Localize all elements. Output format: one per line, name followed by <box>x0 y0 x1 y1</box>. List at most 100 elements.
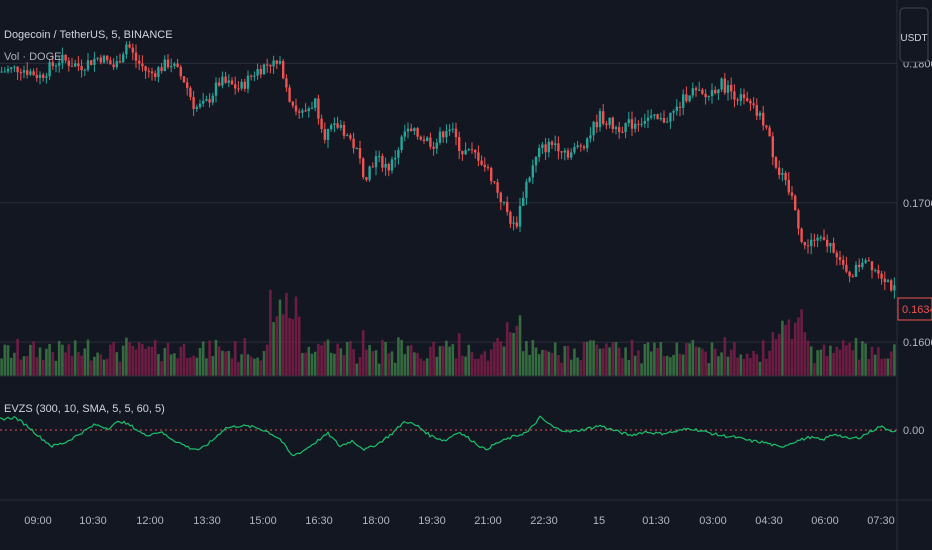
candle-body <box>304 110 307 112</box>
volume-bar <box>51 351 55 376</box>
volume-bar <box>339 348 343 376</box>
candle-body <box>285 78 288 88</box>
volume-bar <box>64 352 67 376</box>
volume-bar <box>256 357 259 376</box>
candle-body <box>266 64 269 66</box>
candle-body <box>240 81 243 89</box>
candle-body <box>61 54 64 63</box>
volume-bar <box>729 349 733 376</box>
candle-body <box>624 123 627 133</box>
volume-bar <box>733 342 736 376</box>
candle-body <box>746 98 749 101</box>
volume-bar <box>630 339 634 376</box>
symbol-title[interactable]: Dogecoin / TetherUS, 5, BINANCE <box>4 29 173 41</box>
candle-body <box>854 264 858 277</box>
candle-body <box>35 75 38 78</box>
candle-body <box>413 128 416 132</box>
candle-body <box>253 75 256 77</box>
candle-body <box>86 60 90 70</box>
oscillator-line <box>0 415 897 457</box>
volume-bar <box>169 354 173 376</box>
volume-bar <box>589 340 592 376</box>
volume-bar <box>845 345 848 376</box>
volume-bar <box>745 353 749 376</box>
volume-bar <box>448 346 451 376</box>
candle-body <box>394 157 397 160</box>
volume-bar <box>384 342 387 376</box>
volume-bar <box>349 340 352 376</box>
candle-body <box>883 278 886 283</box>
candle-body <box>816 237 819 241</box>
candle-body <box>589 135 592 139</box>
candle-body <box>499 192 502 202</box>
candle-body <box>310 107 314 109</box>
volume-bar <box>547 351 551 376</box>
volume-bar <box>217 346 221 376</box>
candle-body <box>365 177 368 180</box>
volume-bar <box>25 356 29 376</box>
candle-body <box>368 166 371 180</box>
volume-label[interactable]: Vol · DOGE <box>4 51 61 63</box>
volume-bar <box>617 347 621 376</box>
candle-body <box>6 68 10 72</box>
candle-body <box>576 145 579 147</box>
candle-body <box>794 195 797 211</box>
volume-bar <box>406 345 410 376</box>
candle-body <box>646 117 650 121</box>
candlestick-series <box>0 40 896 299</box>
volume-bar <box>822 344 826 376</box>
volume-bar <box>397 337 400 376</box>
candle-body <box>864 260 867 263</box>
volume-bar <box>640 363 643 376</box>
candle-body <box>170 66 173 68</box>
volume-bar <box>873 354 877 376</box>
price-axis-tick: 0.17000 <box>903 198 932 210</box>
candle-body <box>378 156 381 158</box>
volume-bar <box>272 322 275 376</box>
candle-body <box>429 137 432 147</box>
volume-bar <box>381 339 384 376</box>
candle-body <box>179 66 182 77</box>
candle-body <box>202 100 205 104</box>
volume-bar <box>534 347 538 376</box>
candle-body <box>518 205 522 227</box>
volume-bar <box>633 355 637 376</box>
candle-body <box>755 105 758 116</box>
candle-body <box>675 106 678 111</box>
candle-body <box>410 128 413 132</box>
candle-body <box>387 164 390 171</box>
candle-body <box>835 252 838 258</box>
candle-body <box>154 73 157 77</box>
candle-body <box>51 62 54 67</box>
candle-body <box>442 131 445 138</box>
volume-bar <box>893 344 896 376</box>
candle-body <box>493 181 496 183</box>
candle-body <box>845 264 848 272</box>
time-axis[interactable]: 09:00 10:30 12:00 13:30 15:00 16:30 18:00 19:30… <box>24 515 895 527</box>
volume-bar <box>182 343 186 376</box>
volume-bar <box>131 345 135 376</box>
price-axis[interactable]: 0.180000.170000.16000 <box>903 58 932 349</box>
volume-bar <box>451 344 455 376</box>
candle-body <box>474 149 477 153</box>
candle-body <box>726 84 730 93</box>
volume-bar <box>848 343 851 376</box>
volume-bar <box>496 337 499 376</box>
volume-bar <box>67 344 71 376</box>
indicator-title[interactable]: EVZS (300, 10, SMA, 5, 5, 60, 5) <box>4 403 165 415</box>
candle-body <box>32 71 35 76</box>
candle-body <box>730 84 733 92</box>
time-axis-tick: 13:30 <box>193 515 221 527</box>
candle-body <box>781 173 784 175</box>
volume-bar <box>537 354 541 376</box>
volume-bar <box>749 358 752 376</box>
volume-bar <box>870 346 874 376</box>
currency-button[interactable]: USDT <box>899 7 929 63</box>
candle-body <box>813 239 816 241</box>
volume-bar <box>345 342 349 376</box>
volume-bar <box>358 357 362 376</box>
volume-bar <box>662 356 666 376</box>
volume-bar <box>333 353 336 376</box>
volume-bar <box>393 362 397 376</box>
